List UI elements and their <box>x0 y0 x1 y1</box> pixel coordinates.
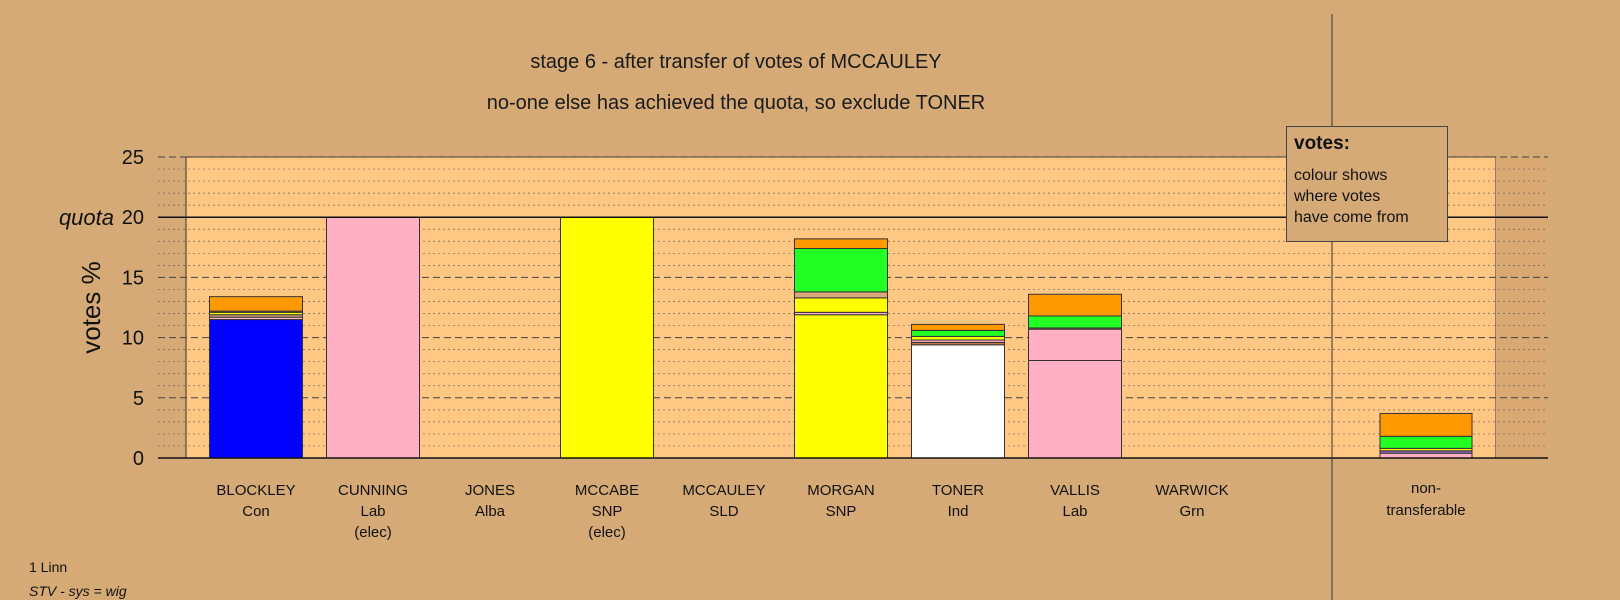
candidate-name-mccabe: MCCABE <box>575 482 639 499</box>
quota-label: quota <box>59 205 114 230</box>
candidate-party-toner: Ind <box>948 503 969 520</box>
candidate-party-blockley: Con <box>242 503 270 520</box>
bar-vallis-segment <box>1028 328 1122 361</box>
candidate-party-jones: Alba <box>475 503 506 520</box>
chart-title: stage 6 - after transfer of votes of MCC… <box>530 51 942 73</box>
candidate-party-warwick: Grn <box>1179 503 1204 520</box>
bar-cunning-segment <box>326 216 420 459</box>
bar-blockley-segment <box>209 319 303 459</box>
bar-toner-segment <box>911 335 1005 341</box>
candidate-name-warwick: WARWICK <box>1155 482 1228 499</box>
non-transferable-label-1: non- <box>1411 480 1441 497</box>
chart-subtitle: no-one else has achieved the quota, so e… <box>486 92 986 114</box>
candidate-party-cunning: Lab <box>360 503 385 520</box>
footer-system: STV - sys = wig <box>29 583 127 599</box>
bar-vallis-segment <box>1028 293 1122 317</box>
plot-margin-right <box>1496 157 1546 458</box>
candidate-name-blockley: BLOCKLEY <box>216 482 295 499</box>
bar-morgan-segment <box>794 248 888 293</box>
y-tick-label: 25 <box>122 147 144 169</box>
legend-title: votes: <box>1294 133 1350 154</box>
bar-morgan-segment <box>794 297 888 313</box>
bar-non-transferable-segment <box>1379 435 1473 449</box>
legend-line-2: where votes <box>1294 188 1381 205</box>
bar-non-transferable-segment <box>1379 412 1473 437</box>
bar-morgan-segment <box>794 238 888 250</box>
candidate-name-morgan: MORGAN <box>807 482 875 499</box>
bar-toner-segment <box>911 329 1005 337</box>
legend-line-3: have come from <box>1294 209 1409 226</box>
y-tick-label: 5 <box>133 388 144 410</box>
y-tick-label: 15 <box>122 267 144 289</box>
bar-morgan-segment <box>794 314 888 459</box>
candidate-name-toner: TONER <box>932 482 984 499</box>
legend-box: votes: colour shows where votes have com… <box>1286 126 1448 242</box>
candidate-party-mccabe: SNP <box>592 503 623 520</box>
non-transferable-label-2: transferable <box>1386 502 1465 519</box>
candidate-party-vallis: Lab <box>1062 503 1087 520</box>
candidate-status-cunning: (elec) <box>354 524 392 541</box>
legend-line-1: colour shows <box>1294 167 1388 184</box>
candidate-party-morgan: SNP <box>826 503 857 520</box>
bar-blockley-segment <box>209 296 303 312</box>
candidate-name-mccauley: MCCAULEY <box>682 482 765 499</box>
bar-vallis-segment <box>1028 315 1122 329</box>
bar-mccabe-segment <box>560 216 654 459</box>
y-tick-label: 10 <box>122 328 144 350</box>
y-tick-label: 20 <box>122 207 144 229</box>
candidate-name-vallis: VALLIS <box>1050 482 1100 499</box>
candidate-status-mccabe: (elec) <box>588 524 626 541</box>
bar-vallis-segment <box>1028 359 1122 459</box>
candidate-party-mccauley: SLD <box>709 503 738 520</box>
bar-morgan-segment <box>794 291 888 299</box>
candidate-name-cunning: CUNNING <box>338 482 408 499</box>
footer-area: 1 Linn <box>29 559 68 575</box>
bar-toner-segment <box>911 344 1005 459</box>
bar-toner-segment <box>911 323 1005 331</box>
y-tick-label: 0 <box>133 448 144 470</box>
candidate-name-jones: JONES <box>465 482 515 499</box>
y-axis-label: votes % <box>76 261 106 354</box>
